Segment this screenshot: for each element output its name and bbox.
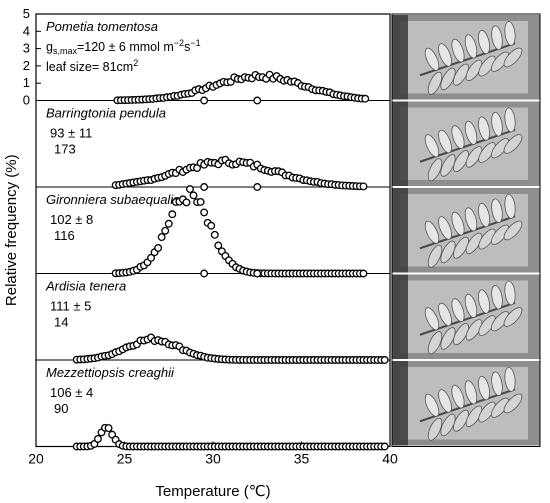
panel: Ardisia tenera 111 ± 514	[45, 279, 389, 364]
species-label: Ardisia tenera	[45, 279, 126, 294]
data-point	[200, 183, 209, 191]
species-label: Barringtonia pendula	[46, 106, 166, 121]
data-point	[359, 182, 368, 191]
data-point	[157, 233, 166, 242]
data-series	[111, 155, 368, 191]
data-point	[182, 198, 191, 207]
leaf-photo	[392, 15, 540, 100]
y-tick-label: 5	[23, 6, 30, 21]
data-point	[154, 243, 163, 252]
data-point	[253, 183, 262, 191]
data-point	[253, 96, 262, 105]
data-point	[168, 210, 177, 219]
gs-max-value: 102 ± 8	[50, 212, 93, 227]
data-point	[189, 191, 198, 200]
y-tick-label: 3	[23, 41, 30, 56]
y-tick-label: 2	[23, 58, 30, 73]
y-axis-label: Relative frequency (%)	[3, 154, 20, 306]
leaf-size-value: 90	[54, 401, 68, 416]
y-tick-label: 4	[23, 23, 30, 38]
data-point	[253, 269, 262, 278]
panel: Pometia tomentosa gs,max=120 ± 6 mmol m−2…	[46, 19, 370, 105]
data-point	[161, 226, 170, 235]
data-point	[200, 96, 209, 105]
leaf-size-value: 116	[54, 228, 75, 243]
leaf-photo	[392, 188, 540, 273]
data-point	[200, 208, 209, 217]
species-label: Mezzettiopsis creaghii	[46, 365, 175, 380]
species-label: Pometia tomentosa	[46, 19, 158, 34]
data-point	[196, 198, 205, 206]
species-label: Gironniera subaequalis	[46, 192, 180, 207]
data-series	[111, 185, 368, 278]
data-point	[380, 442, 389, 451]
plot-frame	[35, 13, 391, 448]
leaf-size-label: leaf size= 81cm2	[46, 58, 138, 74]
leaf-size-value: 173	[54, 142, 76, 157]
data-point	[164, 219, 173, 228]
x-tick-label: 20	[28, 451, 44, 467]
y-tick-label: 1	[23, 75, 30, 90]
y-tick-label: 0	[23, 93, 30, 108]
data-point	[380, 356, 389, 364]
gs-max-label: gs,max=120 ± 6 mmol m−2s−1	[46, 38, 201, 56]
data-point	[214, 241, 223, 250]
photo-strip-frame	[391, 13, 541, 447]
data-point	[186, 185, 194, 194]
leaf-photo	[392, 361, 540, 446]
x-tick-label: 30	[205, 451, 221, 467]
data-point	[207, 221, 216, 230]
data-series	[113, 70, 370, 105]
data-point	[104, 424, 113, 433]
x-tick-label: 25	[117, 451, 133, 467]
data-point	[361, 94, 370, 103]
data-series	[72, 333, 389, 364]
panel: Mezzettiopsis creaghii 106 ± 490	[46, 365, 389, 451]
leaf-photo	[392, 274, 540, 359]
data-series	[72, 423, 389, 451]
leaf-size-value: 14	[54, 315, 68, 330]
gs-max-value: 111 ± 5	[50, 299, 91, 314]
x-tick-label: 40	[382, 451, 398, 467]
gs-max-value: 106 ± 4	[50, 385, 93, 400]
data-point	[147, 253, 155, 262]
x-axis-label: Temperature (℃)	[155, 483, 270, 500]
data-point	[359, 269, 368, 278]
data-point	[210, 230, 219, 239]
gs-max-value: 93 ± 11	[50, 126, 92, 141]
x-tick-label: 35	[294, 451, 310, 467]
data-point	[93, 434, 102, 443]
leaf-photo	[392, 101, 540, 186]
data-point	[200, 269, 209, 278]
